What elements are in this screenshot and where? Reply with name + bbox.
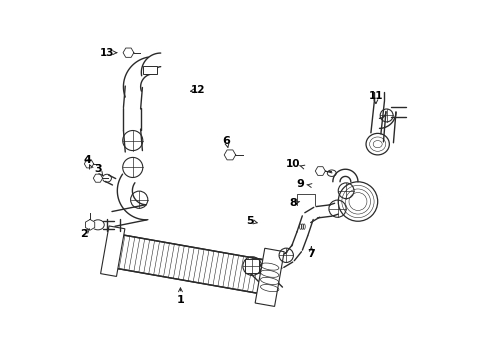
Polygon shape <box>123 48 134 57</box>
Bar <box>245 259 259 273</box>
Text: 3: 3 <box>94 164 102 174</box>
Text: 13: 13 <box>99 48 114 58</box>
Text: 1: 1 <box>176 295 184 305</box>
Polygon shape <box>255 248 284 306</box>
Polygon shape <box>315 167 325 175</box>
Text: 10: 10 <box>286 159 301 169</box>
Text: 5: 5 <box>246 216 254 226</box>
Polygon shape <box>224 150 236 160</box>
Text: 6: 6 <box>222 136 230 145</box>
Text: 8: 8 <box>290 198 297 208</box>
Bar <box>143 66 157 74</box>
Polygon shape <box>84 160 94 168</box>
Polygon shape <box>85 220 95 230</box>
Text: 7: 7 <box>307 248 315 258</box>
Text: 11: 11 <box>368 91 383 101</box>
Polygon shape <box>93 174 102 182</box>
Text: 12: 12 <box>191 85 205 95</box>
Text: 4: 4 <box>83 155 91 165</box>
Text: 2: 2 <box>80 229 88 239</box>
Polygon shape <box>100 226 125 276</box>
Text: 9: 9 <box>296 179 304 189</box>
Polygon shape <box>114 234 269 294</box>
